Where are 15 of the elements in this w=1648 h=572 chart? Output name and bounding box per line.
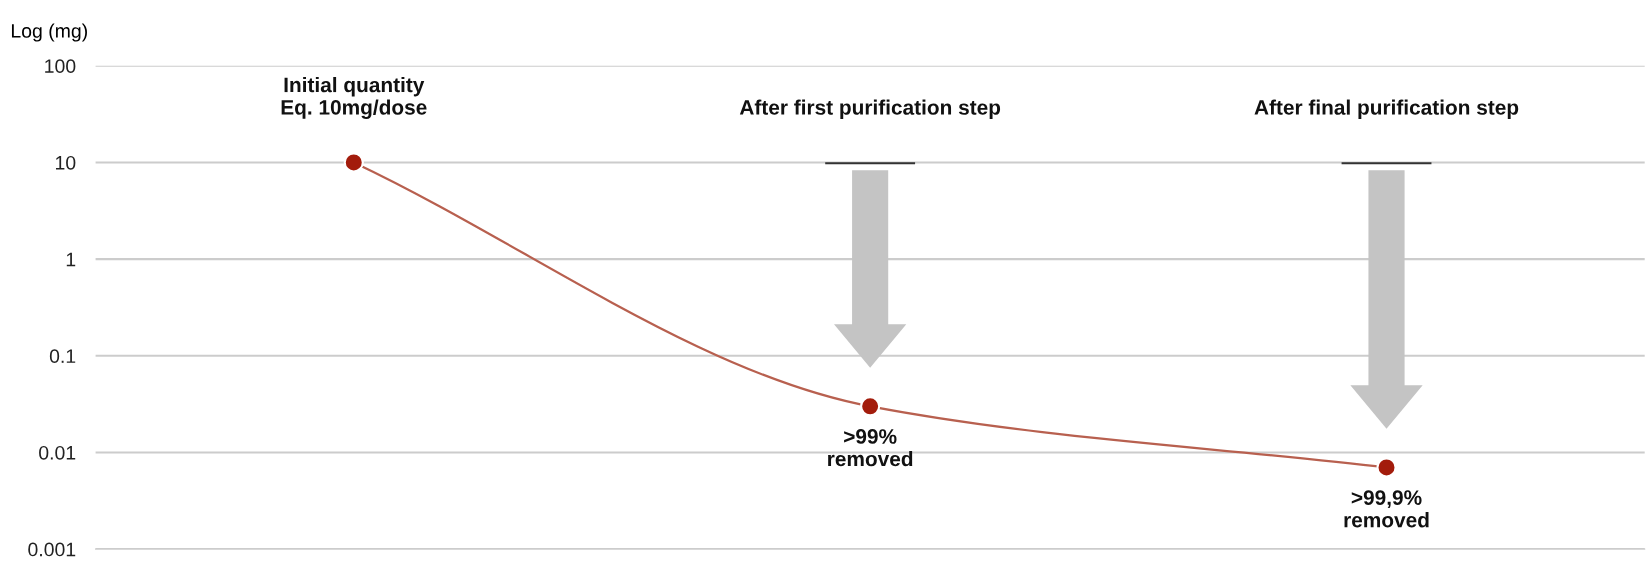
point <box>343 152 364 173</box>
y-tick-label: 100 <box>45 59 76 74</box>
point <box>860 396 881 417</box>
y-tick-label: 0.1 <box>49 349 76 364</box>
y-tick-label: 0.01 <box>39 445 76 460</box>
annotation: >99% removed <box>828 429 913 467</box>
y-tick-label: 0.001 <box>28 542 76 557</box>
x-tick-label: After first purification step <box>739 99 1001 119</box>
annotation: >99,9% removed <box>1344 490 1429 528</box>
y-tick-label: 10 <box>56 155 76 170</box>
x-tick-label: After final purification step <box>1254 99 1519 119</box>
y-tick-label: 1 <box>66 252 76 267</box>
y-axis-title: Log (mg) <box>11 23 87 42</box>
x-tick-label: Initial quantity Eq. 10mg/dose <box>281 77 427 119</box>
point <box>1376 457 1397 478</box>
